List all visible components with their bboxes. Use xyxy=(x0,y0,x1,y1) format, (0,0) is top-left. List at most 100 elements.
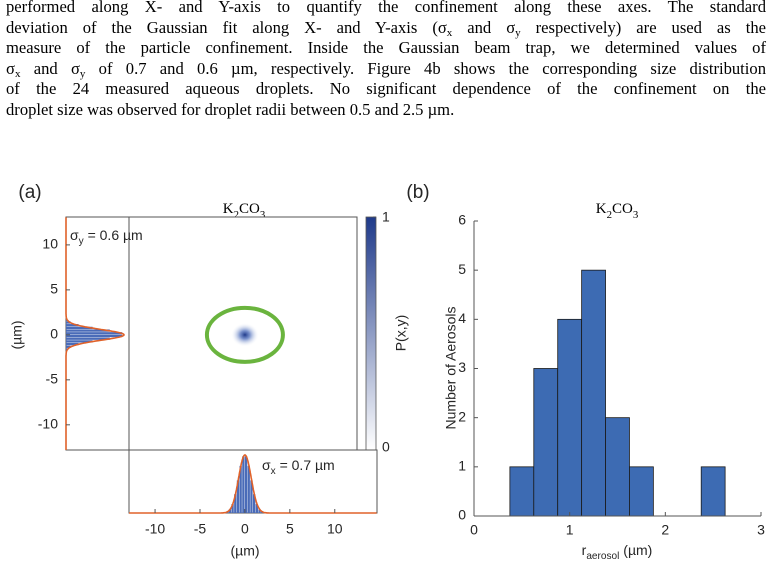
y-tick-label: 1 xyxy=(458,458,466,474)
x-hist-bar xyxy=(228,509,232,513)
y-hist-bar xyxy=(66,329,110,332)
chart-title-part: CO xyxy=(612,201,633,217)
x-hist-bar xyxy=(253,494,256,513)
x-hist-bar xyxy=(247,465,250,513)
y-hist-bar xyxy=(66,345,71,348)
y-hist-bar xyxy=(66,321,71,324)
x-hist-bar xyxy=(234,494,237,513)
sigma-x-annotation-part: σ xyxy=(262,457,271,473)
y-hist-bar xyxy=(66,340,93,343)
histogram-bar xyxy=(533,368,559,517)
y-hist-bar xyxy=(66,332,123,335)
y-tick-label: 2 xyxy=(458,408,466,424)
y-hist-bar xyxy=(66,324,79,327)
x-axis-label-part: r xyxy=(582,542,587,558)
y-tick-label: 0 xyxy=(50,326,58,342)
x-hist-bar xyxy=(236,480,240,513)
x-axis-label-part: (µm) xyxy=(619,542,652,558)
x-tick-label: 10 xyxy=(327,521,343,537)
x-hist-bar xyxy=(255,503,258,513)
colorbar-tick-label: 0 xyxy=(382,439,390,455)
chart-title: K2CO3 xyxy=(223,201,266,221)
text-run: σ xyxy=(6,58,15,78)
text-run: performed along X- and Y-axis to quantif… xyxy=(6,0,766,16)
text-line: deviation of the Gaussian fit along X- a… xyxy=(6,18,766,39)
text-line: performed along X- and Y-axis to quantif… xyxy=(6,0,766,18)
histogram-bar xyxy=(605,417,630,517)
x-tick-label: 5 xyxy=(286,521,294,537)
histogram-bar xyxy=(629,466,654,517)
chart-title-part: K xyxy=(223,201,234,217)
density-peak xyxy=(230,322,259,347)
paragraph: performed along X- and Y-axis to quantif… xyxy=(6,0,766,121)
confinement-ellipse xyxy=(204,305,285,364)
sigma-y-annotation-part: = 0.6 µm xyxy=(84,227,143,243)
colorbar xyxy=(365,216,377,451)
colorbar-label: P(x,y) xyxy=(393,315,409,352)
y-tick-label: -10 xyxy=(38,416,58,432)
text-run: and σ xyxy=(20,58,80,78)
chart-title-part: CO xyxy=(239,201,260,217)
text-run: droplet size was observed for droplet ra… xyxy=(6,99,455,119)
text-line: σx and σy of 0.7 and 0.6 µm, respectivel… xyxy=(6,59,766,80)
subscript: x xyxy=(446,26,453,39)
x-tick-label: 3 xyxy=(757,522,765,538)
x-axis-label-sub: aerosol xyxy=(586,551,619,562)
x-tick-label: -5 xyxy=(194,521,207,537)
y-tick-label: 4 xyxy=(458,310,466,326)
x-hist-bar xyxy=(258,509,261,513)
x-tick-label: -10 xyxy=(145,521,165,537)
x-axis-label: raerosol (µm) xyxy=(582,542,653,562)
y-tick-label: 6 xyxy=(458,212,466,228)
y-gaussian-fit xyxy=(65,217,125,450)
sigma-x-annotation-part: = 0.7 µm xyxy=(276,457,335,473)
text-run: and σ xyxy=(452,17,516,37)
x-hist-bar xyxy=(242,456,245,513)
chart-title-sub: 3 xyxy=(633,209,638,221)
subscript: y xyxy=(515,26,521,39)
text-line: of the 24 measured aqueous droplets. No … xyxy=(6,79,766,100)
text-run: deviation of the Gaussian fit along X- a… xyxy=(6,17,447,37)
colorbar-tick-label: 1 xyxy=(382,209,390,225)
x-hist-bar xyxy=(244,456,248,513)
x-hist-bar xyxy=(250,480,253,513)
sigma-x-annotation-sub: x xyxy=(271,466,276,477)
x-gaussian-fit xyxy=(129,454,377,514)
subscript: x xyxy=(14,67,21,80)
histogram-bar xyxy=(700,466,726,517)
y-tick-label: -5 xyxy=(46,371,59,387)
y-hist-bar xyxy=(66,337,110,340)
y-tick-label: 0 xyxy=(458,507,466,523)
histogram-bar xyxy=(557,318,583,517)
sigma-y-annotation-part: σ xyxy=(70,227,79,243)
y-tick-label: 5 xyxy=(458,261,466,277)
text-line: measure of the particle confinement. Ins… xyxy=(6,38,766,59)
y-axis-label: (µm) xyxy=(9,320,25,349)
chart-title-sub: 2 xyxy=(607,209,612,221)
x-hist-bar xyxy=(239,465,242,513)
chart-title-part: K xyxy=(596,201,607,217)
x-axis-label: (µm) xyxy=(230,543,259,559)
text-run: of the 24 measured aqueous droplets. No … xyxy=(6,79,766,99)
sigma-y-annotation: σy = 0.6 µm xyxy=(70,227,143,247)
y-tick-label: 10 xyxy=(42,236,58,252)
histogram-bar xyxy=(581,269,606,517)
text-run: respectively) are used as the xyxy=(520,17,766,37)
panel-label: (b) xyxy=(406,182,429,203)
chart-title-sub: 3 xyxy=(260,209,265,221)
x-tick-label: 0 xyxy=(241,521,249,537)
text-run: measure of the particle confinement. Ins… xyxy=(6,38,766,58)
x-tick-label: 0 xyxy=(470,522,478,538)
x-tick-label: 2 xyxy=(661,522,669,538)
x-tick-label: 1 xyxy=(566,522,574,538)
y-hist-bar xyxy=(66,326,93,330)
x-hist-bar xyxy=(231,503,234,513)
panel-label: (a) xyxy=(18,182,41,203)
text-run: of 0.7 and 0.6 µm, respectively. Figure … xyxy=(85,58,766,78)
sigma-x-annotation: σx = 0.7 µm xyxy=(262,457,335,477)
y-hist-bar xyxy=(66,342,79,346)
y-tick-label: 5 xyxy=(50,281,58,297)
sigma-y-annotation-sub: y xyxy=(79,236,85,247)
